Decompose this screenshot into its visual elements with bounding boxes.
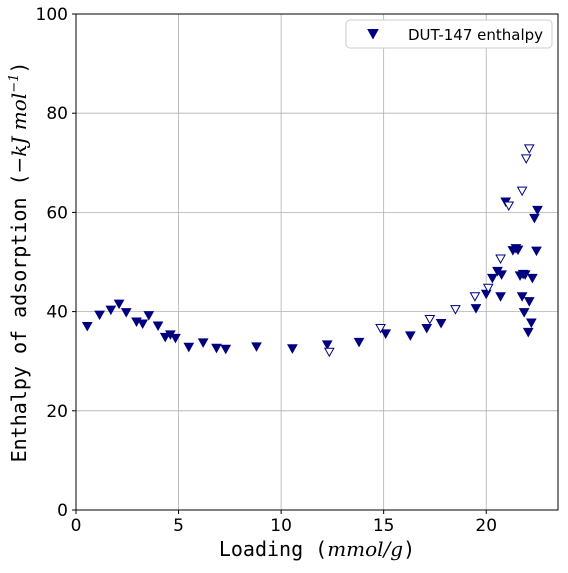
data-point-hollow	[495, 254, 506, 265]
data-point-filled	[527, 273, 538, 284]
data-point-filled	[159, 332, 171, 343]
data-point-filled	[495, 292, 506, 302]
data-point-filled	[421, 323, 433, 334]
legend-marker-triangle-icon	[367, 29, 379, 40]
data-point-filled	[183, 342, 195, 353]
data-point-filled	[529, 213, 540, 224]
data-point-filled	[137, 319, 149, 330]
plot-frame	[75, 13, 559, 511]
data-point-filled	[113, 299, 125, 310]
data-point-filled	[251, 342, 262, 352]
y-tick-label: 20	[46, 402, 68, 422]
data-point-filled	[287, 344, 298, 354]
data-point-hollow	[523, 144, 535, 154]
legend-box	[345, 19, 553, 49]
data-point-filled	[152, 321, 164, 332]
x-tick-label: 5	[173, 516, 184, 536]
x-axis-title: Loading (mmol/g)	[219, 537, 415, 561]
grid	[75, 13, 558, 511]
legend-label: DUT-147 enthalpy	[408, 26, 543, 44]
y-axis-title: Enthalpy of adsorption (−kJ mol−1)	[7, 62, 31, 463]
data-point-filled	[143, 311, 155, 321]
data-point-filled	[81, 321, 93, 332]
data-point-hollow	[516, 186, 528, 197]
y-tick-label: 100	[36, 5, 68, 25]
data-point-filled	[525, 318, 537, 329]
data-point-filled	[353, 337, 365, 348]
data-point-hollow	[424, 315, 436, 325]
data-point-hollow	[469, 292, 481, 302]
data-point-hollow	[450, 305, 461, 315]
data-point-filled	[470, 304, 482, 314]
data-point-filled	[170, 333, 181, 344]
data-point-hollow	[503, 201, 515, 211]
data-point-filled	[380, 329, 392, 339]
data-point-filled	[197, 338, 209, 348]
data-point-filled	[211, 343, 222, 354]
data-point-filled	[519, 270, 531, 280]
y-tick-label: 40	[46, 303, 68, 323]
data-point-filled	[532, 205, 543, 216]
data-point-hollow	[375, 323, 386, 334]
x-tick-label: 20	[475, 516, 497, 536]
data-point-filled	[321, 340, 333, 350]
data-point-filled	[496, 270, 507, 280]
x-tick-label: 0	[71, 516, 82, 536]
data-point-hollow	[482, 283, 494, 294]
data-points	[81, 144, 543, 358]
data-point-filled	[512, 245, 524, 256]
data-point-filled	[435, 319, 447, 329]
data-point-hollow	[323, 347, 335, 358]
data-point-filled	[480, 289, 492, 300]
data-point-filled	[522, 327, 534, 338]
data-point-filled	[487, 273, 498, 284]
legend: DUT-147 enthalpy	[345, 19, 553, 49]
x-tick-label: 10	[270, 516, 292, 536]
data-point-filled	[404, 331, 416, 341]
x-tick-label: 15	[373, 516, 395, 536]
axis-ticks: 0 5 10 15 20 0 20 40 60 80 100	[36, 5, 497, 536]
data-point-filled	[94, 310, 105, 321]
data-point-filled	[220, 344, 232, 355]
y-tick-label: 60	[46, 203, 68, 223]
data-point-filled	[518, 308, 530, 318]
data-point-filled	[531, 246, 542, 257]
data-point-filled	[523, 297, 535, 307]
data-point-filled	[105, 305, 117, 316]
data-point-filled	[120, 308, 132, 318]
data-point-hollow	[520, 154, 532, 164]
data-point-filled	[516, 292, 528, 302]
y-tick-label: 0	[57, 501, 68, 521]
y-tick-label: 80	[46, 104, 68, 124]
